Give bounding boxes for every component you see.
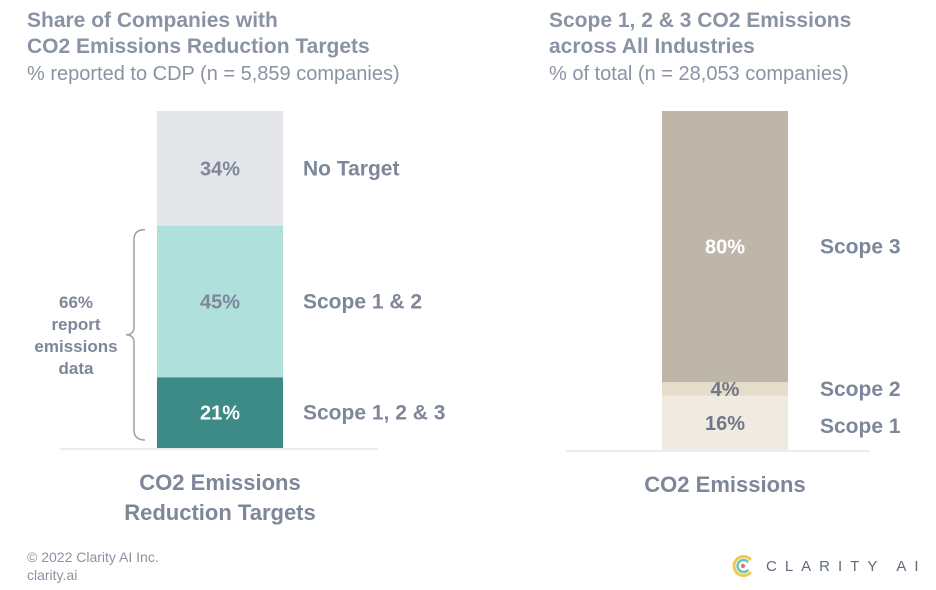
bar-segment-scope-1-2-3	[157, 377, 283, 448]
clarity-logo-icon	[732, 555, 752, 577]
brand-name: CLARITY AI	[766, 557, 927, 575]
left-chart-subtitle: % reported to CDP (n = 5,859 companies)	[27, 63, 400, 85]
bar-segment-scope-2	[662, 382, 788, 396]
website-text: clarity.ai	[27, 567, 78, 583]
left-chart-title-line1: Share of Companies with	[27, 9, 278, 32]
x-axis-label: CO2 Emissions	[644, 472, 805, 497]
bar-segment-scope-1	[662, 395, 788, 450]
data-label: 34%	[200, 158, 240, 180]
x-axis-label: Reduction Targets	[124, 500, 316, 525]
annotation-bracket	[125, 228, 146, 441]
annotation-text: 66%	[59, 293, 93, 312]
bar-segment-scope-1-2	[157, 225, 283, 378]
data-label: 16%	[705, 413, 745, 435]
data-label: 80%	[705, 237, 745, 259]
right-chart-subtitle: % of total (n = 28,053 companies)	[549, 63, 849, 85]
data-label: 21%	[200, 403, 240, 425]
annotation-text: data	[59, 359, 95, 378]
series-label: Scope 1, 2 & 3	[303, 402, 445, 425]
annotation-text: report	[51, 315, 100, 334]
annotation-text: emissions	[34, 337, 117, 356]
right-chart-title-line1: Scope 1, 2 & 3 CO2 Emissions	[549, 9, 852, 32]
copyright-text: © 2022 Clarity AI Inc.	[27, 549, 159, 565]
data-label: 45%	[200, 291, 240, 313]
series-label: Scope 2	[820, 378, 901, 401]
series-label: Scope 1	[820, 415, 901, 438]
bar-segment-no-target	[157, 111, 283, 226]
right-chart-title-line2: across All Industries	[549, 35, 755, 58]
data-label: 4%	[711, 379, 740, 401]
series-label: No Target	[303, 157, 399, 180]
left-chart-title-line2: CO2 Emissions Reduction Targets	[27, 35, 370, 58]
x-axis-label: CO2 Emissions	[139, 470, 300, 495]
brand-logo: CLARITY AI	[730, 553, 927, 579]
bar-segment-scope-3	[662, 111, 788, 383]
series-label: Scope 3	[820, 236, 901, 259]
series-label: Scope 1 & 2	[303, 290, 422, 313]
